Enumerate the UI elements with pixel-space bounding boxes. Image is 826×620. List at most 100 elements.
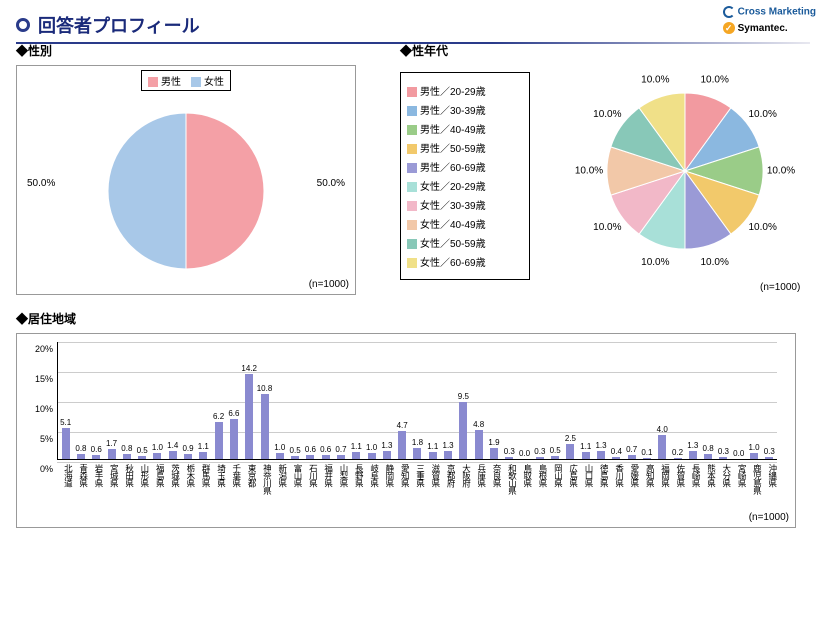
x-label: 京都府	[440, 464, 455, 524]
x-label: 岡山県	[547, 464, 562, 524]
bar	[658, 435, 666, 459]
bar-value: 0.3	[504, 447, 515, 456]
gender-left-pct: 50.0%	[27, 178, 55, 189]
bar	[689, 451, 697, 459]
age-legend-item: 男性／20-29歳	[407, 83, 523, 98]
bar	[750, 453, 758, 459]
bar	[62, 428, 70, 459]
bar-cell: 1.0	[364, 342, 379, 459]
x-label: 和歌山県	[501, 464, 516, 524]
bar-value: 6.6	[228, 409, 239, 418]
bar-value: 0.2	[672, 448, 683, 457]
x-label: 石川県	[302, 464, 317, 524]
bar-cell: 1.9	[486, 342, 501, 459]
bar-value: 1.1	[427, 442, 438, 451]
bar	[765, 457, 773, 459]
svg-text:10.0%: 10.0%	[767, 166, 795, 177]
bar-value: 1.0	[366, 443, 377, 452]
bar-value: 4.7	[397, 421, 408, 430]
bar-cell: 0.5	[548, 342, 563, 459]
bar	[108, 449, 116, 459]
x-label: 千葉県	[225, 464, 240, 524]
region-panel: ◆居住地域 0%5%10%15%20% 5.10.80.61.70.80.51.…	[16, 310, 806, 528]
svg-text:10.0%: 10.0%	[748, 222, 776, 233]
y-tick: 10%	[35, 404, 53, 414]
x-label: 奈良県	[486, 464, 501, 524]
age-legend-item: 男性／50-59歳	[407, 140, 523, 155]
bar	[245, 374, 253, 459]
y-tick: 15%	[35, 374, 53, 384]
age-legend-item: 女性／20-29歳	[407, 178, 523, 193]
y-tick: 5%	[40, 434, 53, 444]
svg-text:10.0%: 10.0%	[641, 257, 669, 268]
bar-value: 1.1	[351, 442, 362, 451]
x-label: 富山県	[287, 464, 302, 524]
age-legend-item: 女性／30-39歳	[407, 197, 523, 212]
svg-text:10.0%: 10.0%	[641, 74, 669, 85]
bar	[551, 456, 559, 459]
svg-text:10.0%: 10.0%	[700, 74, 728, 85]
bar	[138, 456, 146, 459]
bar-value: 10.8	[257, 384, 273, 393]
x-label: 熊本県	[700, 464, 715, 524]
bar	[490, 448, 498, 459]
svg-text:10.0%: 10.0%	[575, 166, 603, 177]
bar-value: 1.3	[443, 441, 454, 450]
x-label: 山梨県	[333, 464, 348, 524]
bar	[77, 454, 85, 459]
gender-n: (n=1000)	[309, 279, 349, 290]
bar-value: 1.3	[381, 441, 392, 450]
bar-cell: 0.8	[119, 342, 134, 459]
bar-value: 0.7	[335, 445, 346, 454]
age-pie-chart: 10.0%10.0%10.0%10.0%10.0%10.0%10.0%10.0%…	[570, 56, 800, 286]
bar-cell: 0.7	[624, 342, 639, 459]
bar-value: 1.3	[687, 441, 698, 450]
x-label: 山形県	[134, 464, 149, 524]
bar-cell: 1.4	[165, 342, 180, 459]
bar-value: 0.5	[137, 446, 148, 455]
x-label: 福岡県	[654, 464, 669, 524]
region-n: (n=1000)	[749, 512, 789, 523]
bar-value: 0.6	[320, 445, 331, 454]
x-label: 茨城県	[164, 464, 179, 524]
x-label: 大阪府	[455, 464, 470, 524]
x-label: 北海道	[57, 464, 72, 524]
x-label: 兵庫県	[470, 464, 485, 524]
bar	[612, 457, 620, 459]
bar-cell: 1.3	[440, 342, 455, 459]
bar	[153, 453, 161, 459]
bar-value: 0.8	[703, 444, 714, 453]
bar	[505, 457, 513, 459]
bar-cell: 6.6	[226, 342, 241, 459]
gender-pie-chart	[101, 106, 271, 276]
bar-value: 1.9	[488, 438, 499, 447]
x-label: 神奈川県	[256, 464, 271, 524]
bar-cell: 0.6	[89, 342, 104, 459]
bar-cell: 0.7	[333, 342, 348, 459]
bar	[444, 451, 452, 459]
age-legend: 男性／20-29歳男性／30-39歳男性／40-49歳男性／50-59歳男性／6…	[400, 72, 530, 280]
y-tick: 20%	[35, 344, 53, 354]
x-label: 群馬県	[195, 464, 210, 524]
bar-cell: 0.5	[134, 342, 149, 459]
region-chart-box: 0%5%10%15%20% 5.10.80.61.70.80.51.01.40.…	[16, 333, 796, 528]
age-legend-item: 男性／40-49歳	[407, 121, 523, 136]
bar	[199, 452, 207, 459]
bar	[337, 455, 345, 459]
gender-title: ◆性別	[16, 42, 366, 59]
age-legend-item: 女性／40-49歳	[407, 216, 523, 231]
bar-cell: 0.0	[731, 342, 746, 459]
bar	[276, 453, 284, 459]
bar	[719, 457, 727, 459]
bar-cell: 1.0	[272, 342, 287, 459]
x-label: 島根県	[532, 464, 547, 524]
x-label: 静岡県	[379, 464, 394, 524]
bar-value: 1.0	[274, 443, 285, 452]
bar	[643, 458, 651, 459]
x-label: 香川県	[608, 464, 623, 524]
bar-value: 0.3	[534, 447, 545, 456]
bar-cell: 0.3	[762, 342, 777, 459]
bar-value: 2.5	[565, 434, 576, 443]
bar	[306, 455, 314, 459]
age-pie-wrap: 10.0%10.0%10.0%10.0%10.0%10.0%10.0%10.0%…	[570, 56, 800, 291]
